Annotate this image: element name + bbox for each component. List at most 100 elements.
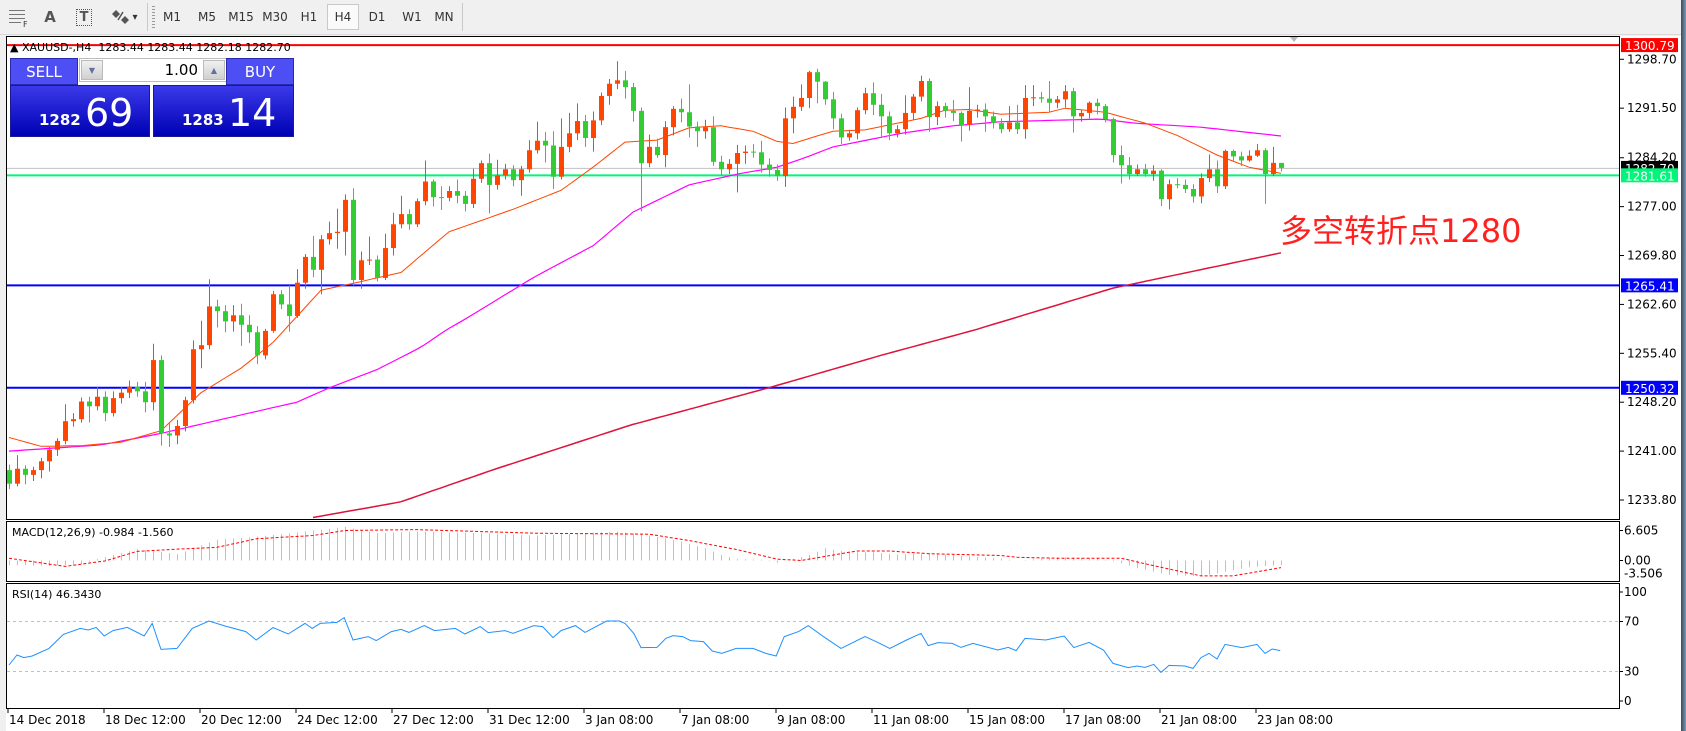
candle xyxy=(615,61,620,90)
timeframe-m5[interactable]: M5 xyxy=(198,10,216,24)
candle-body xyxy=(143,391,148,403)
candle-body xyxy=(151,360,156,403)
candle xyxy=(223,305,228,333)
candle xyxy=(1063,85,1068,108)
candle xyxy=(111,391,116,417)
candle-body xyxy=(1247,155,1252,161)
lot-increase-button[interactable]: ▲ xyxy=(203,60,225,80)
timeframe-m1[interactable]: M1 xyxy=(163,10,181,24)
candle xyxy=(599,92,604,126)
candle xyxy=(335,208,340,249)
timeframe-w1[interactable]: W1 xyxy=(402,10,422,24)
text-label-t-icon[interactable]: T xyxy=(72,4,96,30)
timeframe-m15[interactable]: M15 xyxy=(228,10,254,24)
candle xyxy=(143,381,148,413)
candle xyxy=(695,121,700,147)
candle xyxy=(319,235,324,295)
timeframe-m30[interactable]: M30 xyxy=(262,10,288,24)
candle xyxy=(1231,149,1236,162)
candle xyxy=(1183,179,1188,194)
sell-price-button[interactable]: 1282 69 xyxy=(10,85,150,137)
rsi-label: RSI(14) 46.3430 xyxy=(12,588,102,601)
candle xyxy=(999,118,1004,134)
candle xyxy=(1199,173,1204,204)
candle-body xyxy=(1215,169,1220,187)
candle xyxy=(135,381,140,397)
candle xyxy=(255,326,260,365)
shapes-dropdown-icon[interactable]: ▾ xyxy=(104,4,144,30)
candle xyxy=(151,343,156,411)
candle xyxy=(351,188,356,286)
toolbar-grip[interactable] xyxy=(152,6,155,28)
buy-button[interactable]: BUY xyxy=(226,58,294,85)
timeframe-h1[interactable]: H1 xyxy=(300,10,318,24)
timeframe-mn[interactable]: MN xyxy=(434,10,454,24)
lot-size-field[interactable]: ▼ 1.00 ▲ xyxy=(79,58,227,82)
candle-body xyxy=(79,401,84,420)
candle-body xyxy=(1151,170,1156,175)
grid-f-icon[interactable]: F xyxy=(4,4,32,30)
candle xyxy=(1215,160,1220,194)
candle-body xyxy=(1095,102,1100,107)
candle-body xyxy=(111,398,116,414)
candle xyxy=(175,419,180,445)
candle xyxy=(919,75,924,102)
candle-body xyxy=(207,306,212,346)
candle-body xyxy=(775,169,780,177)
candle xyxy=(1143,163,1148,177)
candle-body xyxy=(287,304,292,316)
date-tick-label: 3 Jan 08:00 xyxy=(585,713,653,727)
lot-decrease-button[interactable]: ▼ xyxy=(81,60,103,80)
candle-body xyxy=(551,145,556,177)
candle-body xyxy=(471,178,476,204)
candle xyxy=(759,140,764,173)
sell-price-major: 1282 xyxy=(39,111,81,129)
candle xyxy=(471,168,476,208)
candle xyxy=(1071,87,1076,133)
candle-body xyxy=(967,110,972,126)
chart-shift-marker-icon[interactable] xyxy=(1290,37,1298,42)
shapes-icon xyxy=(112,10,130,24)
candle-body xyxy=(575,121,580,134)
text-a-icon[interactable]: A xyxy=(44,8,56,26)
rsi-tick-label: 70 xyxy=(1624,615,1639,629)
sell-label: SELL xyxy=(26,62,62,81)
sell-price-pips: 69 xyxy=(85,91,134,135)
rsi-tick-label: 100 xyxy=(1624,585,1647,599)
price-tick-label: 1269.80 xyxy=(1627,249,1677,263)
candle-body xyxy=(1135,169,1140,175)
date-tick-label: 31 Dec 12:00 xyxy=(489,713,570,727)
candle-body xyxy=(7,470,12,484)
buy-label: BUY xyxy=(244,62,276,81)
candle xyxy=(823,81,828,105)
candle xyxy=(215,299,220,328)
t-letter: T xyxy=(75,8,93,26)
date-tick-label: 7 Jan 08:00 xyxy=(681,713,749,727)
candle xyxy=(1191,184,1196,203)
buy-price-pips: 14 xyxy=(228,91,277,135)
candle xyxy=(815,68,820,104)
lot-size-value[interactable]: 1.00 xyxy=(164,61,198,79)
candle-body xyxy=(1103,106,1108,120)
chart-annotation-text[interactable]: 多空转折点1280 xyxy=(1280,212,1522,250)
candle xyxy=(383,233,388,280)
candle-body xyxy=(87,401,92,407)
candle-body xyxy=(727,163,732,170)
candle-body xyxy=(767,164,772,170)
sell-button[interactable]: SELL xyxy=(10,58,78,85)
candle xyxy=(839,113,844,145)
collapse-arrow-icon[interactable]: ▲ xyxy=(10,41,19,54)
candle-body xyxy=(647,146,652,164)
toolbar-separator xyxy=(147,3,148,31)
candle xyxy=(71,413,76,427)
buy-price-button[interactable]: 1283 14 xyxy=(153,85,294,137)
candle xyxy=(727,159,732,175)
candle-body xyxy=(615,80,620,84)
timeframe-d1[interactable]: D1 xyxy=(368,10,386,24)
candle xyxy=(791,96,796,134)
candle-body xyxy=(1223,150,1228,187)
price-tick-label: 1262.60 xyxy=(1627,297,1677,311)
candle xyxy=(447,186,452,202)
timeframe-h4[interactable]: H4 xyxy=(327,4,359,30)
